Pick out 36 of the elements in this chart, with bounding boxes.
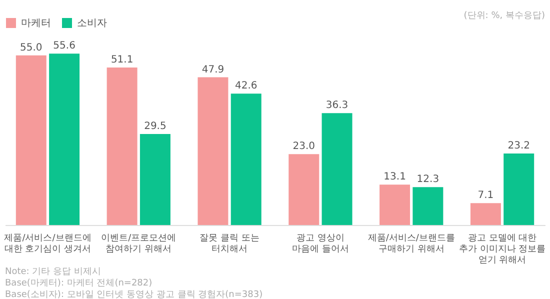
x-tick-label: 이벤트/프로모션에 참여하기 위해서: [101, 234, 176, 254]
legend-label: 소비자: [77, 18, 107, 29]
legend-label: 마케터: [21, 18, 51, 29]
data-label: 47.9: [202, 64, 224, 76]
bar: [140, 134, 170, 225]
text: (단위: %, 복수응답): [464, 11, 545, 21]
bar: [230, 94, 262, 225]
x-tick-label: 잘못 클릭 또는 터치해서: [200, 234, 260, 254]
bar: [49, 54, 80, 225]
data-label: 51.1: [110, 54, 134, 66]
text: Base(소비자): 모바일 인터넷 동영상 광고 클릭 경험자(n=383): [5, 290, 263, 299]
bar: [504, 153, 534, 225]
bar: [198, 77, 228, 225]
bar: [380, 184, 410, 225]
data-label: 36.3: [326, 100, 348, 112]
data-label: 12.3: [416, 174, 440, 186]
x-tick-label: 제품/서비스/브랜드를 구매하기 위해서: [368, 234, 455, 254]
data-label: 23.0: [292, 141, 316, 152]
x-tick-label: 광고 영상이 마음에 들어서: [292, 234, 349, 254]
bar: [16, 55, 46, 225]
x-tick-label: 제품/서비스/브랜드에 대한 호기심이 생겨서: [4, 234, 92, 254]
text: Base(마케터): 마케터 전체(n=282): [5, 278, 152, 288]
bar: [106, 67, 138, 225]
data-label: 7.1: [478, 190, 494, 202]
data-label: 55.0: [20, 42, 42, 54]
data-label: 23.2: [508, 140, 530, 152]
data-label: 13.1: [384, 172, 406, 183]
bar: [288, 154, 320, 225]
bar: [412, 187, 444, 225]
data-label: 55.6: [53, 40, 76, 52]
x-tick-label: 광고 모델에 대한 추가 이미지나 정보를 얻기 위해서: [458, 234, 546, 266]
bar: [322, 113, 352, 225]
data-label: 42.6: [234, 80, 258, 92]
text: Note: 기타 응답 비제시: [5, 267, 101, 277]
data-label: 29.5: [144, 121, 166, 132]
bar: [470, 203, 501, 225]
